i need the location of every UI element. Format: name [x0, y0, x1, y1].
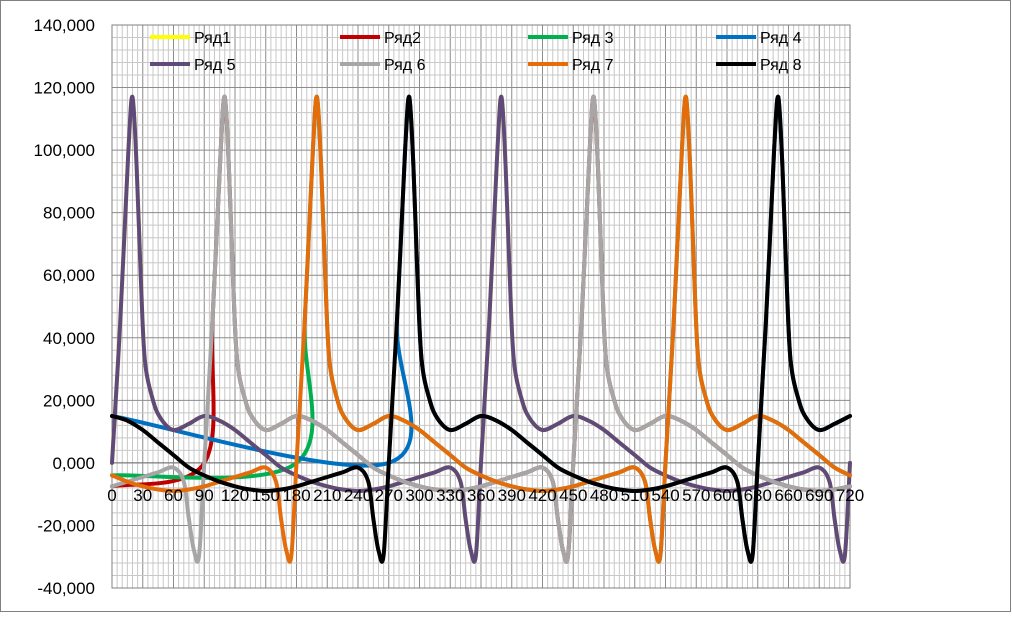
x-tick-label: 330	[436, 486, 464, 505]
series-line-5	[110, 94, 852, 564]
x-tick-label: 720	[836, 486, 864, 505]
x-tick-label: 660	[774, 486, 802, 505]
y-tick-label: 100,000	[34, 141, 95, 160]
legend-label: Ряд2	[384, 30, 421, 47]
y-tick-label: -40,000	[37, 579, 95, 598]
x-tick-label: 180	[282, 486, 310, 505]
x-axis-tick-labels: 0 30 60 90 120 150 180 210 240 270 300 330 360 390 420…	[107, 486, 864, 505]
x-tick-label: 210	[313, 486, 341, 505]
x-tick-label: 60	[164, 486, 183, 505]
x-tick-label: 150	[252, 486, 280, 505]
legend-label: Ряд 5	[194, 57, 236, 74]
x-tick-label: 540	[651, 486, 679, 505]
x-tick-label: 510	[621, 486, 649, 505]
y-tick-label: 0,000	[52, 454, 95, 473]
x-tick-label: 690	[805, 486, 833, 505]
plot-area-border	[111, 24, 851, 589]
x-tick-label: 360	[467, 486, 495, 505]
x-tick-label: 420	[528, 486, 556, 505]
series-line-8	[110, 94, 852, 564]
x-tick-label: 480	[590, 486, 618, 505]
x-tick-label: 630	[744, 486, 772, 505]
legend-label: Ряд 4	[760, 30, 802, 47]
y-tick-label: 40,000	[43, 329, 95, 348]
y-tick-label: 80,000	[43, 204, 95, 223]
legend-label: Ряд 7	[572, 57, 614, 74]
x-tick-label: 120	[221, 486, 249, 505]
x-tick-label: 270	[375, 486, 403, 505]
x-tick-label: 570	[682, 486, 710, 505]
y-axis-tick-labels: -40,000 -20,000 0,000 20,000 40,000 60,000 80,…	[34, 16, 95, 598]
y-tick-label: 120,000	[34, 79, 95, 98]
series-lines	[110, 94, 852, 564]
x-tick-label: 450	[559, 486, 587, 505]
x-tick-label: 30	[133, 486, 152, 505]
y-tick-label: 20,000	[43, 391, 95, 410]
y-tick-label: 140,000	[34, 16, 95, 35]
legend-label: Ряд 6	[384, 57, 426, 74]
x-tick-label: 0	[107, 486, 116, 505]
x-tick-label: 300	[405, 486, 433, 505]
x-tick-label: 600	[713, 486, 741, 505]
legend: Ряд1 Ряд2 Ряд 3 Ряд 4 Ряд 5 Ряд 6 Ряд 7 Ряд 8	[150, 30, 802, 74]
legend-label: Ряд 8	[760, 57, 802, 74]
x-tick-label: 90	[195, 486, 214, 505]
x-tick-label: 390	[498, 486, 526, 505]
x-tick-label: 240	[344, 486, 372, 505]
legend-label: Ряд1	[194, 30, 231, 47]
series-line-6	[110, 94, 852, 564]
legend-label: Ряд 3	[572, 30, 614, 47]
y-tick-label: 60,000	[43, 266, 95, 285]
y-tick-label: -20,000	[37, 516, 95, 535]
